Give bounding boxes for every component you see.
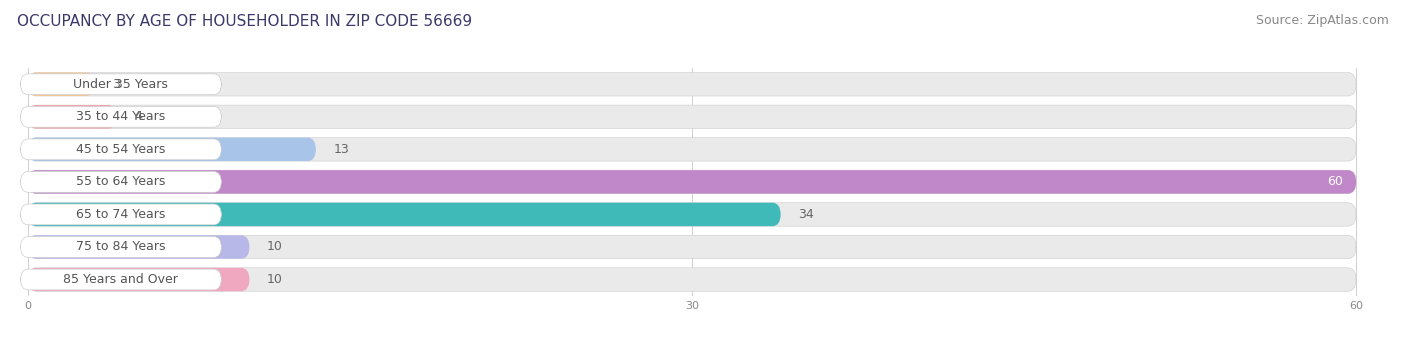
FancyBboxPatch shape [21,139,221,160]
FancyBboxPatch shape [21,74,221,95]
FancyBboxPatch shape [28,72,94,96]
FancyBboxPatch shape [21,171,221,192]
Text: 55 to 64 Years: 55 to 64 Years [76,175,166,188]
Text: Under 35 Years: Under 35 Years [73,78,169,91]
Text: 10: 10 [267,240,283,254]
FancyBboxPatch shape [28,105,1357,129]
FancyBboxPatch shape [28,105,117,129]
Text: 3: 3 [112,78,120,91]
FancyBboxPatch shape [28,170,1357,193]
FancyBboxPatch shape [28,268,249,291]
Text: OCCUPANCY BY AGE OF HOUSEHOLDER IN ZIP CODE 56669: OCCUPANCY BY AGE OF HOUSEHOLDER IN ZIP C… [17,14,472,29]
Text: 10: 10 [267,273,283,286]
FancyBboxPatch shape [21,204,221,225]
FancyBboxPatch shape [28,72,1357,96]
Text: 75 to 84 Years: 75 to 84 Years [76,240,166,254]
FancyBboxPatch shape [21,106,221,127]
Text: 13: 13 [333,143,349,156]
Text: 65 to 74 Years: 65 to 74 Years [76,208,166,221]
Text: 45 to 54 Years: 45 to 54 Years [76,143,166,156]
Text: 4: 4 [134,110,142,123]
Text: 60: 60 [1327,175,1343,188]
FancyBboxPatch shape [28,203,780,226]
FancyBboxPatch shape [28,138,316,161]
FancyBboxPatch shape [21,237,221,257]
FancyBboxPatch shape [28,170,1357,193]
FancyBboxPatch shape [28,235,249,259]
FancyBboxPatch shape [21,269,221,290]
FancyBboxPatch shape [28,268,1357,291]
FancyBboxPatch shape [28,203,1357,226]
Text: 34: 34 [799,208,814,221]
Text: Source: ZipAtlas.com: Source: ZipAtlas.com [1256,14,1389,27]
Text: 85 Years and Over: 85 Years and Over [63,273,179,286]
FancyBboxPatch shape [28,138,1357,161]
Text: 35 to 44 Years: 35 to 44 Years [76,110,166,123]
FancyBboxPatch shape [28,235,1357,259]
